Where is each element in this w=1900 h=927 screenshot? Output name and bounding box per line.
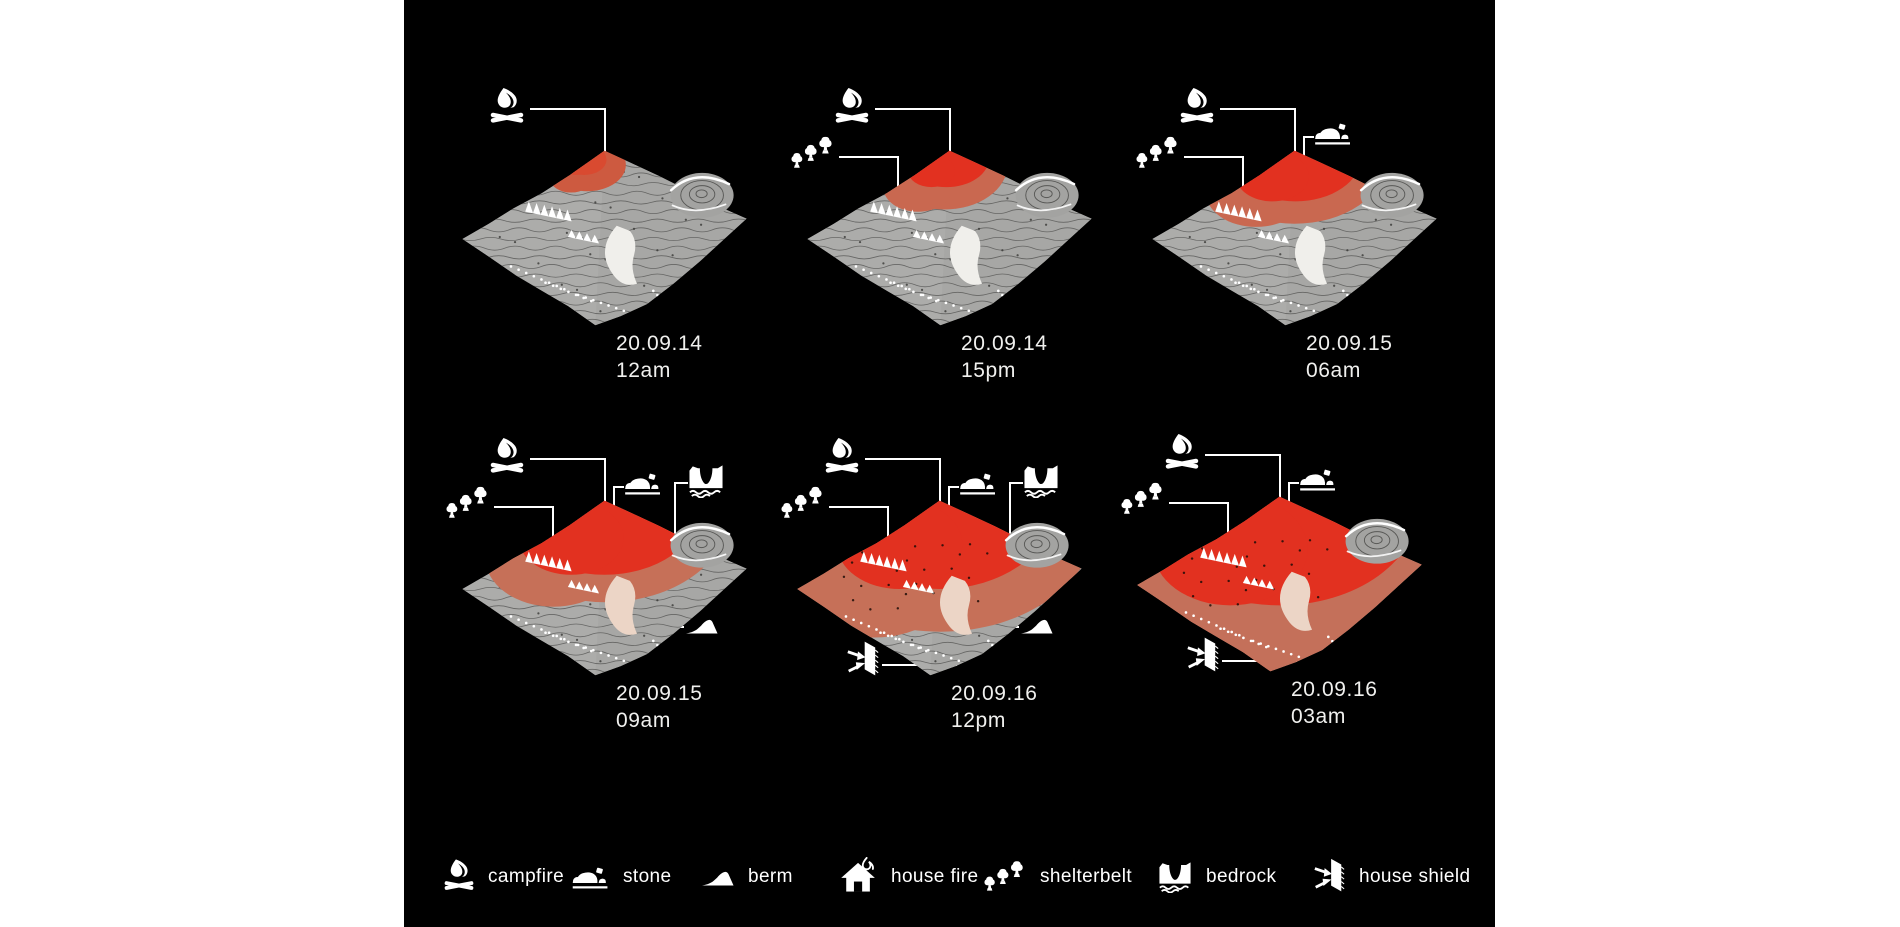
timeline-panel-6: 20.09.16 03am bbox=[1109, 424, 1454, 764]
leader-line bbox=[1242, 156, 1244, 192]
caption-time: 03am bbox=[1291, 705, 1346, 729]
leader-line bbox=[674, 482, 688, 484]
campfire-icon bbox=[444, 859, 474, 895]
timeline-panel-1: 20.09.14 12am bbox=[434, 78, 779, 418]
knob-hill bbox=[669, 522, 734, 568]
legend-item-campfire: campfire bbox=[444, 850, 564, 904]
caption-time: 12am bbox=[616, 359, 671, 383]
gully bbox=[949, 225, 983, 285]
caption-date: 20.09.16 bbox=[1291, 678, 1378, 701]
timeline-panel-3: 20.09.15 06am bbox=[1124, 78, 1469, 418]
panel-caption: 20.09.16 03am bbox=[1291, 676, 1378, 731]
caption-time: 12pm bbox=[951, 709, 1006, 733]
caption-date: 20.09.14 bbox=[616, 332, 703, 355]
terrain-model bbox=[462, 500, 747, 676]
legend-label: house fire bbox=[891, 866, 979, 887]
terrain-model bbox=[462, 150, 747, 326]
berm-icon bbox=[702, 868, 734, 887]
terrain-surface bbox=[462, 150, 747, 326]
leader-line bbox=[1009, 482, 1023, 484]
timeline-panel-2: 20.09.14 15pm bbox=[779, 78, 1124, 418]
knob-hill bbox=[1344, 518, 1409, 564]
leader-line bbox=[1288, 482, 1299, 484]
legend-item-bedrock: bedrock bbox=[1158, 850, 1276, 904]
leader-line bbox=[1169, 502, 1227, 504]
legend-label: bedrock bbox=[1206, 866, 1277, 887]
leader-line bbox=[829, 506, 887, 508]
knob-hill bbox=[1004, 522, 1069, 568]
knob-hill bbox=[1014, 172, 1079, 218]
panel-caption: 20.09.15 09am bbox=[616, 680, 703, 735]
leader-line bbox=[674, 482, 676, 546]
leader-line bbox=[1009, 482, 1011, 546]
terrain-model bbox=[797, 500, 1082, 676]
terrain-surface bbox=[807, 150, 1092, 326]
caption-time: 09am bbox=[616, 709, 671, 733]
leader-line bbox=[530, 108, 604, 110]
legend-item-berm: berm bbox=[702, 850, 793, 904]
leader-line bbox=[530, 458, 604, 460]
panel-caption: 20.09.14 15pm bbox=[961, 330, 1048, 385]
legend-label: berm bbox=[748, 866, 793, 887]
leader-line bbox=[552, 506, 554, 542]
knob-hill bbox=[669, 172, 734, 218]
bedrock-icon bbox=[1158, 861, 1192, 893]
leader-line bbox=[865, 458, 939, 460]
fire-front bbox=[561, 150, 607, 175]
caption-date: 20.09.15 bbox=[1306, 332, 1393, 355]
legend: campfire stone berm house fire shelterbelt be… bbox=[404, 850, 1495, 910]
leader-line bbox=[1205, 454, 1279, 456]
leader-line bbox=[1303, 136, 1314, 138]
caption-time: 06am bbox=[1306, 359, 1361, 383]
diagram-canvas: 20.09.14 12am 20.09.14 15pm 20.09.15 06a… bbox=[404, 0, 1495, 927]
campfire-icon bbox=[835, 88, 869, 128]
legend-item-house-shield: house shield bbox=[1314, 850, 1471, 904]
caption-date: 20.09.15 bbox=[616, 682, 703, 705]
terrain-model bbox=[807, 150, 1092, 326]
caption-time: 15pm bbox=[961, 359, 1016, 383]
leader-line bbox=[1227, 502, 1229, 538]
leader-line bbox=[494, 506, 552, 508]
leader-line bbox=[948, 486, 959, 488]
gully bbox=[604, 575, 638, 635]
shelterbelt-icon bbox=[984, 861, 1026, 894]
legend-label: campfire bbox=[488, 866, 565, 887]
stone-icon bbox=[572, 864, 609, 890]
leader-line bbox=[1184, 156, 1242, 158]
gully bbox=[604, 225, 638, 285]
caption-date: 20.09.16 bbox=[951, 682, 1038, 705]
campfire-icon bbox=[490, 88, 524, 128]
campfire-icon bbox=[490, 438, 524, 478]
leader-line bbox=[875, 108, 949, 110]
legend-label: house shield bbox=[1359, 866, 1471, 887]
house-shield-icon bbox=[1314, 858, 1345, 897]
legend-label: stone bbox=[623, 866, 672, 887]
gully bbox=[1294, 225, 1328, 285]
campfire-icon bbox=[1180, 88, 1214, 128]
timeline-panel-5: 20.09.16 12pm bbox=[769, 428, 1114, 768]
panel-caption: 20.09.14 12am bbox=[616, 330, 703, 385]
panel-caption: 20.09.16 12pm bbox=[951, 680, 1038, 735]
knob-hill bbox=[1359, 172, 1424, 218]
leader-line bbox=[897, 156, 899, 192]
caption-date: 20.09.14 bbox=[961, 332, 1048, 355]
legend-item-house-fire: house fire bbox=[840, 850, 978, 904]
terrain-model bbox=[1137, 496, 1422, 672]
legend-item-shelterbelt: shelterbelt bbox=[984, 850, 1132, 904]
house-fire-icon bbox=[840, 857, 877, 897]
leader-line bbox=[887, 506, 889, 542]
panel-caption: 20.09.15 06am bbox=[1306, 330, 1393, 385]
timeline-panel-4: 20.09.15 09am bbox=[434, 428, 779, 768]
gully bbox=[939, 575, 973, 635]
leader-line bbox=[613, 486, 624, 488]
leader-line bbox=[1220, 108, 1294, 110]
campfire-icon bbox=[1165, 434, 1199, 474]
gully bbox=[1279, 571, 1313, 631]
legend-item-stone: stone bbox=[572, 850, 671, 904]
terrain-model bbox=[1152, 150, 1437, 326]
legend-label: shelterbelt bbox=[1040, 866, 1133, 887]
campfire-icon bbox=[825, 438, 859, 478]
leader-line bbox=[839, 156, 897, 158]
